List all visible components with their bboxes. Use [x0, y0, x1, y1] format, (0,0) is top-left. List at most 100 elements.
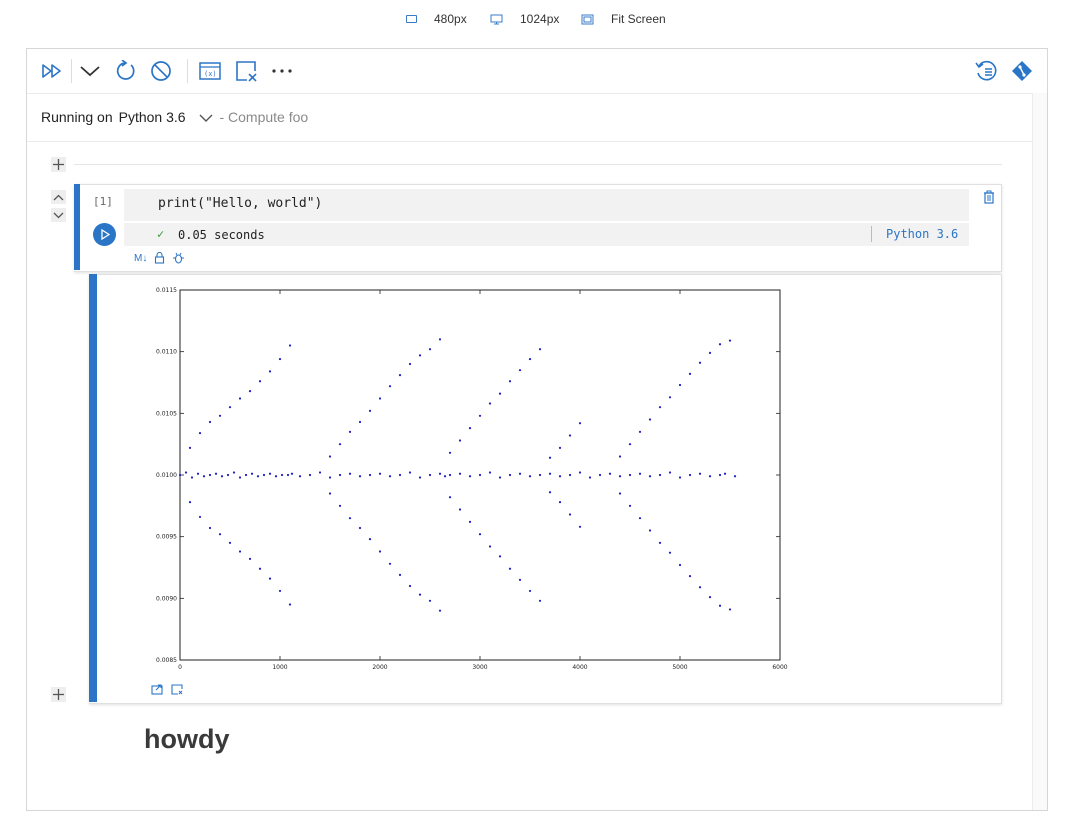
- cell-divider: [74, 164, 1002, 165]
- restart-button[interactable]: [114, 60, 136, 82]
- markdown-icon[interactable]: M↓: [134, 252, 148, 264]
- data-point: [438, 338, 442, 341]
- data-point: [328, 492, 332, 495]
- x-tick-label: 2000: [372, 664, 387, 671]
- data-point: [468, 475, 472, 478]
- move-cell-down-button[interactable]: [51, 208, 66, 222]
- collapse-icon: [80, 66, 100, 77]
- chevron-down-icon: [199, 114, 213, 123]
- vertical-scrollbar[interactable]: [1032, 93, 1047, 810]
- chevron-down-icon: [53, 212, 64, 218]
- data-point: [708, 596, 712, 599]
- data-point: [438, 472, 442, 475]
- y-tick-label: 0.0115: [156, 287, 177, 294]
- run-all-button[interactable]: [41, 60, 63, 82]
- more-button[interactable]: [271, 60, 293, 82]
- add-cell-button[interactable]: [51, 687, 66, 702]
- data-point: [256, 475, 260, 478]
- data-point: [268, 472, 272, 475]
- data-point: [658, 541, 662, 544]
- data-point: [428, 473, 432, 477]
- data-point: [280, 473, 284, 477]
- data-point: [518, 472, 522, 475]
- more-icon: [272, 69, 292, 73]
- variables-button[interactable]: (x): [199, 60, 221, 82]
- data-point: [578, 525, 582, 528]
- debug-icon[interactable]: [172, 252, 185, 264]
- data-point: [196, 472, 200, 475]
- fit-screen-icon: [581, 14, 594, 24]
- kernel-selector[interactable]: Python 3.6: [119, 109, 214, 125]
- data-point: [708, 475, 712, 478]
- view-1024-option[interactable]: 1024px: [490, 12, 559, 26]
- data-point: [248, 557, 252, 560]
- data-point: [220, 475, 224, 478]
- view-options-bar: 480px 1024px Fit Screen: [0, 0, 1074, 40]
- markdown-heading[interactable]: howdy: [144, 724, 230, 754]
- lock-icon[interactable]: [154, 252, 165, 264]
- data-point: [258, 380, 262, 383]
- y-tick-label: 0.0095: [156, 534, 177, 541]
- add-cell-button[interactable]: [51, 157, 66, 172]
- data-point: [658, 473, 662, 477]
- interrupt-button[interactable]: [150, 60, 172, 82]
- data-point: [468, 520, 472, 523]
- data-point: [708, 351, 712, 354]
- data-point: [238, 397, 242, 400]
- notebook-toolbar: (x): [27, 49, 1033, 94]
- data-point: [448, 473, 452, 477]
- data-point: [508, 380, 512, 383]
- data-point: [488, 545, 492, 548]
- data-point: [618, 492, 622, 495]
- move-cell-up-button[interactable]: [51, 190, 66, 204]
- toolbar-divider: [71, 59, 72, 83]
- data-point: [398, 573, 402, 576]
- code-editor[interactable]: print("Hello, world"): [124, 189, 969, 221]
- history-button[interactable]: [975, 60, 997, 82]
- data-point: [298, 475, 302, 478]
- cell-footer-icons: M↓: [134, 252, 185, 264]
- data-point: [428, 599, 432, 602]
- data-point: [388, 475, 392, 478]
- y-tick-label: 0.0110: [156, 349, 177, 356]
- data-point: [288, 344, 292, 347]
- data-point: [518, 369, 522, 372]
- execution-time: 0.05 seconds: [178, 228, 265, 242]
- collapse-button[interactable]: [79, 60, 101, 82]
- data-point: [274, 475, 278, 478]
- clear-output-icon[interactable]: [171, 684, 183, 695]
- data-point: [648, 418, 652, 421]
- data-point: [188, 446, 192, 449]
- git-button[interactable]: [1011, 60, 1033, 82]
- data-point: [248, 390, 252, 393]
- data-point: [638, 430, 642, 433]
- fit-screen-option[interactable]: Fit Screen: [581, 12, 666, 26]
- fit-screen-label: Fit Screen: [611, 12, 666, 26]
- data-point: [548, 456, 552, 459]
- x-tick-label: 3000: [472, 664, 487, 671]
- data-point: [202, 475, 206, 478]
- data-point: [688, 473, 692, 477]
- data-point: [628, 504, 632, 507]
- history-icon: [975, 60, 997, 81]
- git-icon: [1012, 61, 1032, 81]
- run-cell-button[interactable]: [93, 223, 116, 246]
- data-point: [348, 430, 352, 433]
- data-point: [718, 343, 722, 346]
- data-point: [458, 472, 462, 475]
- cell-status-bar: ✓ 0.05 seconds Python 3.6: [124, 223, 969, 246]
- open-output-icon[interactable]: [151, 684, 163, 695]
- data-point: [468, 427, 472, 430]
- x-tick-label: 0: [178, 664, 182, 671]
- cell-kernel-label[interactable]: Python 3.6: [886, 227, 959, 241]
- data-point: [528, 589, 532, 593]
- data-point: [558, 501, 562, 504]
- clear-output-button[interactable]: [235, 60, 257, 82]
- x-tick-label: 6000: [772, 664, 787, 671]
- data-point: [218, 414, 222, 417]
- interrupt-icon: [151, 61, 171, 81]
- y-tick-label: 0.0100: [156, 472, 177, 479]
- delete-cell-button[interactable]: [983, 190, 995, 209]
- compute-target: - Compute foo: [219, 109, 309, 125]
- view-480-option[interactable]: 480px: [406, 12, 467, 26]
